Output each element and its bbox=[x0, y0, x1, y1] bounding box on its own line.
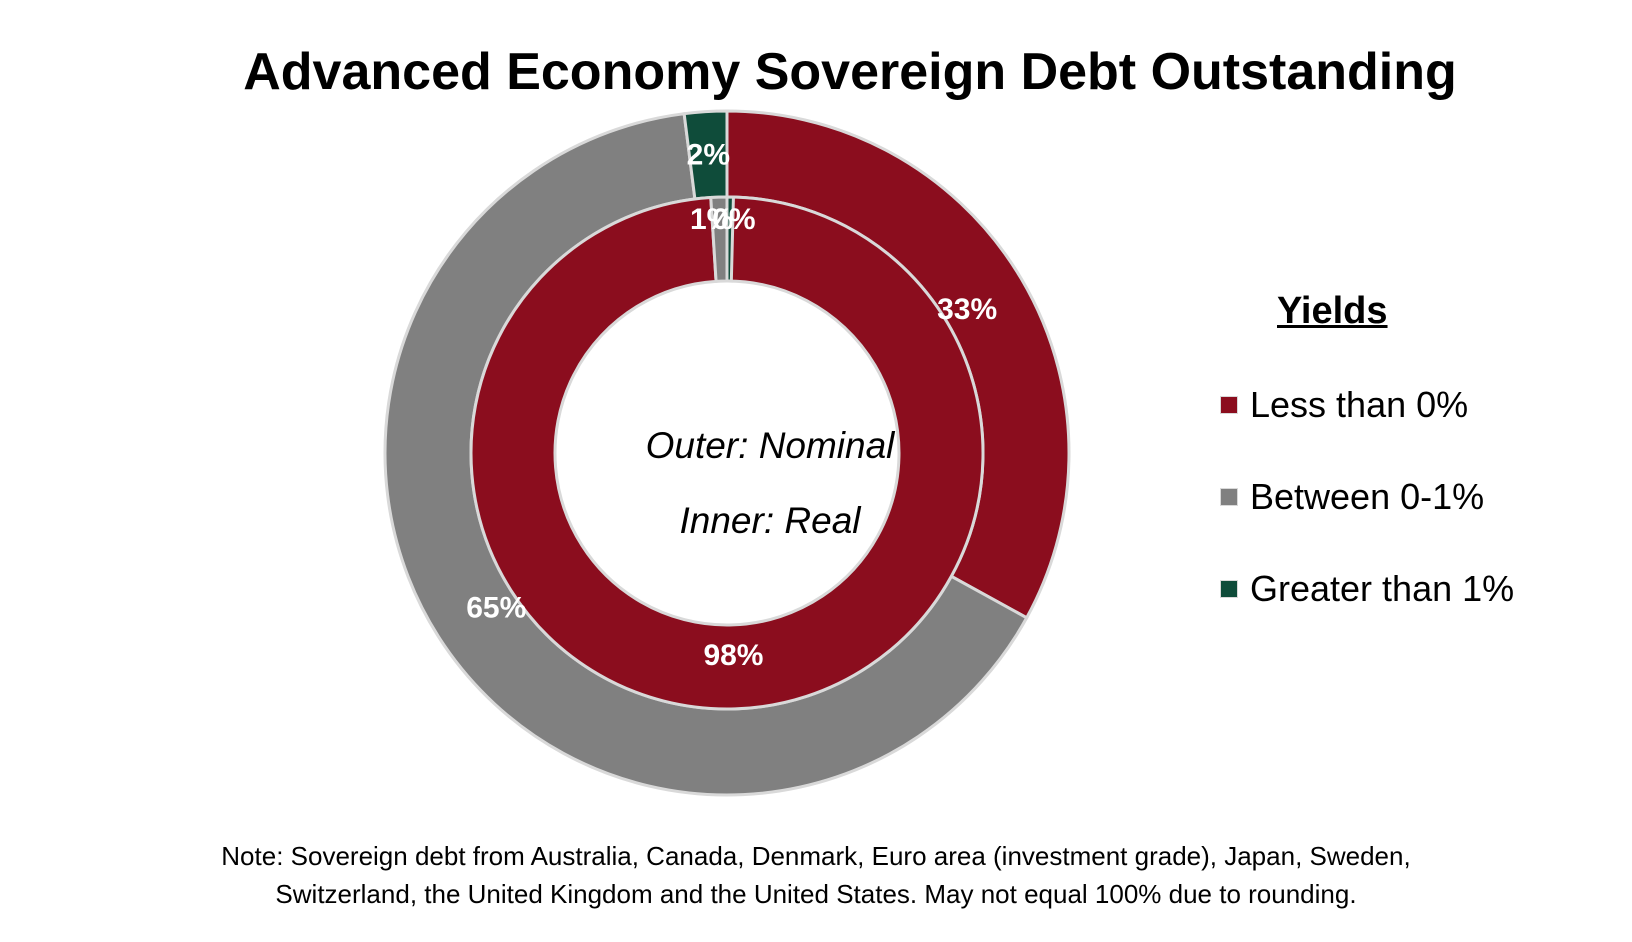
footnote-line-1: Note: Sovereign debt from Australia, Can… bbox=[221, 841, 1411, 871]
legend-item-between-0-1: Between 0-1% bbox=[1220, 476, 1514, 517]
outer-label-1: 65% bbox=[466, 592, 526, 625]
inner-label-1: 1% bbox=[690, 203, 733, 236]
legend-swatch bbox=[1220, 396, 1238, 414]
inner-slice-2 bbox=[725, 195, 735, 283]
legend-item-less-than-0: Less than 0% bbox=[1220, 384, 1514, 425]
data-labels: 33% 65% 2% 98% 1%0% bbox=[466, 139, 997, 672]
footnote-line-2: Switzerland, the United Kingdom and the … bbox=[275, 879, 1357, 909]
legend-swatch bbox=[1220, 580, 1238, 598]
center-label-outer: Outer: Nominal bbox=[645, 425, 895, 466]
legend-label: Less than 0% bbox=[1250, 384, 1469, 425]
outer-label-2: 2% bbox=[687, 139, 730, 172]
legend-swatch bbox=[1220, 488, 1238, 506]
legend-label: Between 0-1% bbox=[1250, 476, 1485, 517]
footnote: Note: Sovereign debt from Australia, Can… bbox=[0, 837, 1632, 913]
legend: Yields Less than 0% Between 0-1% Greater… bbox=[1220, 290, 1514, 609]
legend-item-greater-than-1: Greater than 1% bbox=[1220, 568, 1515, 609]
inner-slice-0 bbox=[469, 195, 985, 711]
legend-label: Greater than 1% bbox=[1250, 568, 1515, 609]
outer-label-0: 33% bbox=[937, 293, 997, 326]
chart-title: Advanced Economy Sovereign Debt Outstand… bbox=[243, 43, 1457, 101]
legend-title: Yields bbox=[1277, 290, 1388, 332]
inner-ring-real bbox=[469, 195, 985, 711]
inner-label-2: 0% bbox=[712, 203, 755, 236]
inner-label-0: 98% bbox=[703, 639, 763, 672]
center-label-inner: Inner: Real bbox=[679, 500, 861, 541]
